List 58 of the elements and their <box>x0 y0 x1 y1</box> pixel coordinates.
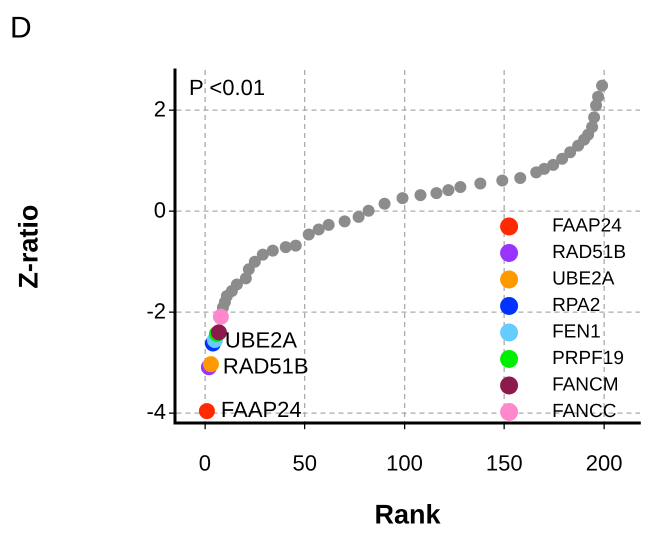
point <box>592 90 604 103</box>
point <box>242 263 255 276</box>
point <box>230 278 243 290</box>
point <box>266 244 279 257</box>
legend-label: RAD51B <box>552 242 626 264</box>
legend-label: FANCC <box>552 401 616 422</box>
annotation: P <0.01 <box>189 75 266 100</box>
point <box>586 121 598 134</box>
point <box>362 204 375 217</box>
y-axis-title: Z-ratio <box>14 204 44 289</box>
point <box>396 192 409 204</box>
chart-title: D <box>10 11 32 44</box>
point <box>198 403 215 420</box>
point <box>212 308 229 325</box>
annotation: UBE2A <box>224 327 298 352</box>
annotation: RAD51B <box>222 353 309 378</box>
point <box>302 228 315 240</box>
point <box>322 218 335 231</box>
x-tick-label: 50 <box>292 450 317 476</box>
point <box>312 223 325 236</box>
legend-label: UBE2A <box>552 268 615 290</box>
point <box>474 178 486 190</box>
point <box>588 111 600 124</box>
annotation: FAAP24 <box>220 397 302 422</box>
point <box>352 210 365 223</box>
point <box>202 356 219 372</box>
point <box>556 152 568 165</box>
point <box>256 248 269 261</box>
x-tick-label: 200 <box>586 450 622 476</box>
x-axis-title: Rank <box>374 499 442 530</box>
x-tick-label: 150 <box>486 450 523 476</box>
y-tick-label: 2 <box>154 96 166 122</box>
point <box>378 198 391 210</box>
point <box>280 241 292 254</box>
y-tick-label: -2 <box>146 298 166 324</box>
legend-label: RPA2 <box>552 295 600 316</box>
point <box>514 172 526 184</box>
y-tick-label: 0 <box>154 197 166 222</box>
point <box>564 146 576 158</box>
point <box>596 80 608 92</box>
legend-label: FANCM <box>552 374 619 396</box>
legend-label: FAAP24 <box>552 216 622 237</box>
legend-label: PRPF19 <box>552 348 624 370</box>
legend-label: FEN1 <box>552 322 601 343</box>
x-tick-label: 100 <box>386 450 423 476</box>
point <box>454 181 466 194</box>
point <box>430 187 442 200</box>
x-tick-label: 0 <box>198 450 212 476</box>
point <box>496 174 508 186</box>
point <box>414 189 426 202</box>
point <box>240 272 252 284</box>
point <box>290 240 302 252</box>
y-tick-label: -4 <box>146 399 166 424</box>
point <box>442 184 454 196</box>
point <box>538 162 550 175</box>
point <box>338 215 351 228</box>
point <box>547 158 560 171</box>
point <box>248 256 261 268</box>
